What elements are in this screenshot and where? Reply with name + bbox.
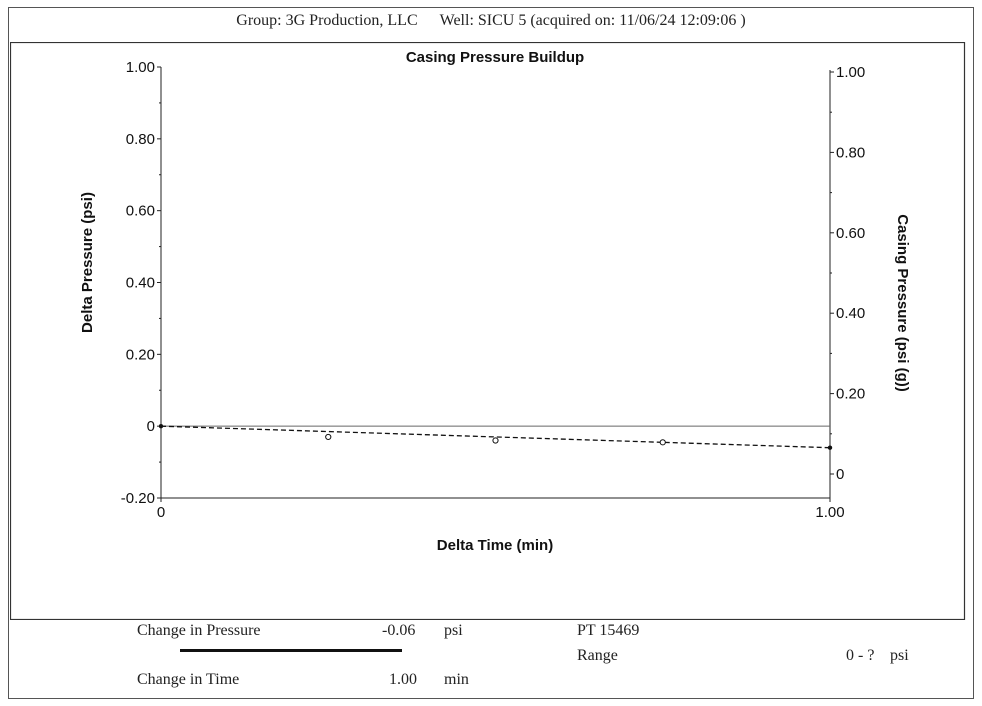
trend-line: [160, 425, 831, 449]
x-tick-label: 1.00: [815, 504, 844, 521]
y-tick-label: -0.20: [121, 490, 155, 507]
change-pressure-label: Change in Pressure: [137, 622, 261, 639]
y2-tick-label: 0: [836, 466, 844, 483]
chart-frame: [10, 42, 966, 620]
pt-label: PT 15469: [577, 622, 640, 639]
chart-container: 1.00 0.80 0.60 0.40 0.20 0 -0.20 1.00 0.80 0.60 0.…: [10, 42, 976, 620]
y-tick-label: 0.20: [126, 346, 155, 363]
trend-endpoint: [827, 445, 833, 450]
pressure-buildup-chart: 1.000.800.600.400.200-0.201.000.800.600.…: [10, 42, 966, 620]
y2-tick-label: 0.20: [836, 386, 865, 403]
y2-axis-title: Casing Pressure (psi (g)): [894, 214, 911, 392]
trend-endpoint: [158, 423, 164, 429]
change-time-label: Change in Time: [137, 671, 240, 688]
data-point: [492, 437, 499, 444]
range-label: Range: [577, 647, 618, 664]
change-pressure-unit: psi: [444, 622, 463, 639]
y2-tick-label: 1.00: [836, 64, 865, 81]
x-axis-title: Delta Time (min): [437, 537, 553, 554]
fraction-rule: [180, 649, 402, 652]
summary-footer: Change in Pressure -0.06 psi Change in T…: [0, 620, 982, 692]
well-label: Well: SICU 5 (acquired on: 11/06/24 12:0…: [439, 12, 746, 29]
change-time-unit: min: [444, 671, 469, 688]
y-tick-label: 0.80: [126, 131, 155, 148]
group-label: Group: 3G Production, LLC: [236, 12, 418, 29]
report-header: Group: 3G Production, LLC Well: SICU 5 (a…: [9, 12, 973, 30]
chart-title: Casing Pressure Buildup: [406, 49, 584, 66]
data-point: [325, 433, 332, 441]
change-time-value: 1.00: [389, 671, 417, 688]
y-tick-label: 0.60: [126, 203, 155, 220]
report-sheet: Group: 3G Production, LLC Well: SICU 5 (a…: [8, 7, 974, 699]
y-axis-title: Delta Pressure (psi): [79, 192, 96, 333]
y2-tick-label: 0.80: [836, 144, 865, 161]
range-value: 0 - ?: [846, 647, 875, 664]
data-point: [659, 439, 666, 446]
x-tick-label: 0: [157, 504, 165, 521]
range-unit: psi: [890, 647, 909, 664]
y-tick-label: 1.00: [126, 59, 155, 76]
y-tick-label: 0: [147, 418, 155, 435]
y2-tick-label: 0.60: [836, 225, 865, 242]
change-pressure-value: -0.06: [382, 622, 416, 639]
y2-tick-label: 0.40: [836, 305, 865, 322]
y-tick-label: 0.40: [126, 275, 155, 292]
